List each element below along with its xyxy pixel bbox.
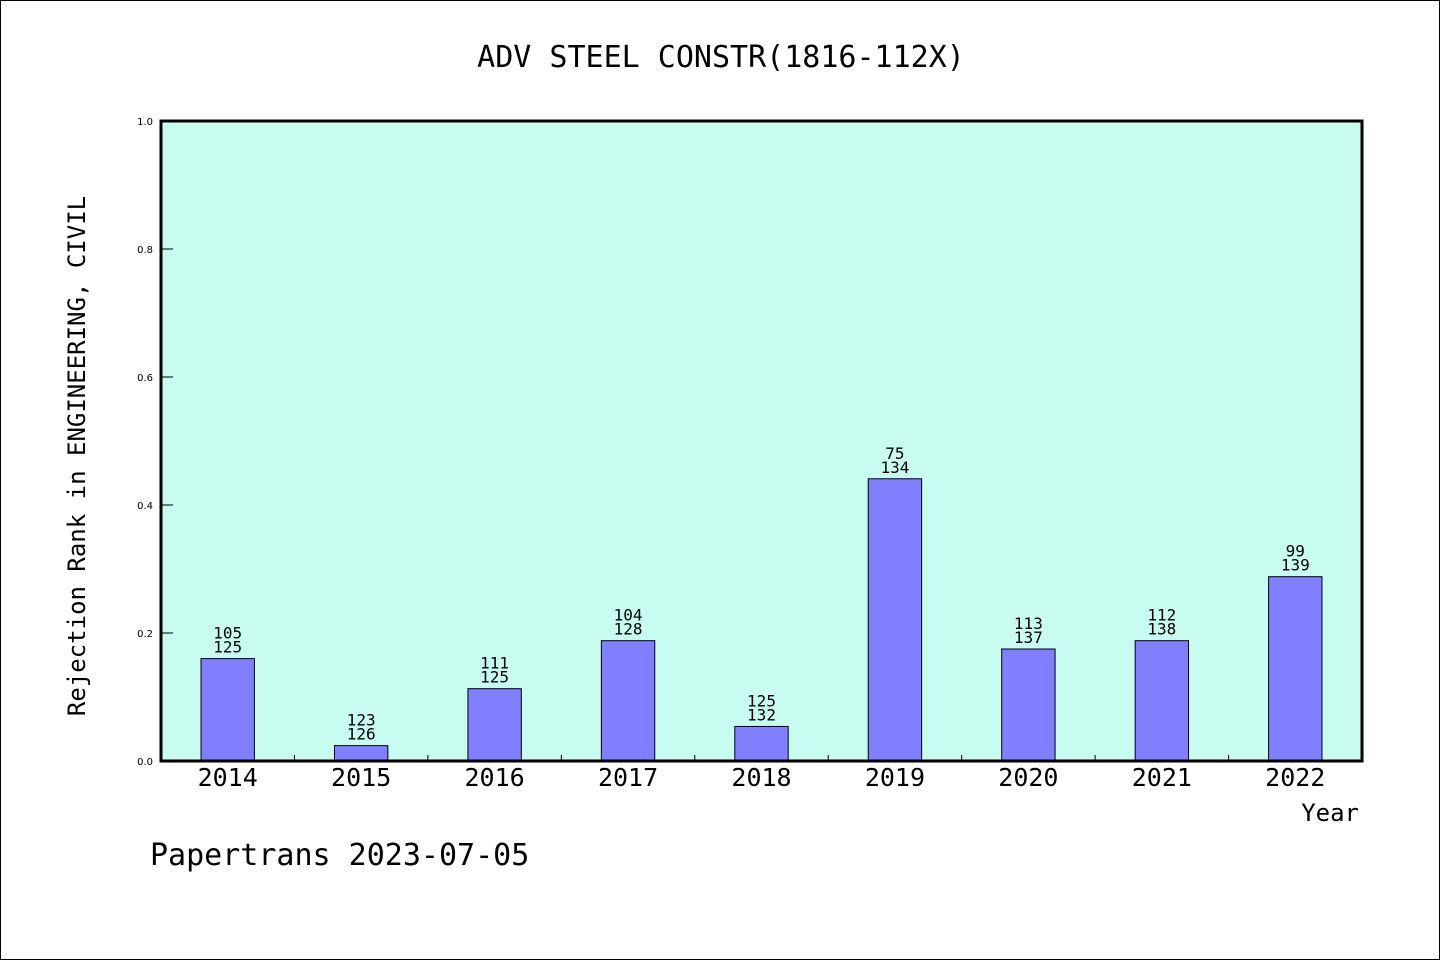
bar-labels: 2014105125201512312620161111252017104128… — [198, 444, 1326, 792]
bar — [1268, 576, 1323, 762]
bar — [867, 478, 923, 762]
data-label-bottom: 126 — [347, 725, 376, 744]
chart-title: ADV STEEL CONSTR(1816-112X) — [477, 40, 965, 75]
data-label-bottom: 134 — [880, 458, 909, 477]
data-label-top: 105 — [213, 624, 242, 643]
x-tick-label: 2016 — [465, 763, 525, 792]
x-tick-label: 2014 — [198, 763, 258, 792]
bar — [333, 745, 389, 762]
x-tick-label: 2015 — [331, 763, 391, 792]
bar — [600, 640, 656, 762]
y-tick-label: 0.2 — [137, 629, 153, 640]
bar — [1001, 648, 1056, 762]
data-label-top: 111 — [480, 654, 509, 673]
data-label-top: 99 — [1286, 542, 1305, 561]
data-label-top: 75 — [885, 444, 904, 463]
data-label-top: 125 — [747, 691, 776, 710]
y-axis-label: Rejection Rank in ENGINEERING, CIVIL — [63, 196, 91, 716]
data-label-bottom: 125 — [480, 668, 509, 687]
data-label-top: 104 — [614, 606, 643, 625]
y-tick-label: 0.8 — [137, 245, 153, 256]
data-label-top: 123 — [347, 711, 376, 730]
x-tick-label: 2022 — [1265, 763, 1325, 792]
x-axis-label: Year — [1301, 799, 1359, 827]
bars — [200, 478, 1323, 762]
footer-credit: Papertrans 2023-07-05 — [150, 838, 529, 873]
bar — [200, 658, 255, 762]
y-tick-label: 1.0 — [137, 117, 153, 128]
data-label-top: 112 — [1147, 606, 1176, 625]
bar — [1134, 640, 1190, 762]
x-tick-label: 2017 — [598, 763, 658, 792]
data-label-bottom: 125 — [213, 638, 242, 657]
data-label-top: 113 — [1014, 614, 1043, 633]
bar — [467, 688, 522, 762]
data-label-bottom: 139 — [1281, 556, 1310, 575]
x-tick-label: 2021 — [1132, 763, 1192, 792]
data-label-bottom: 128 — [614, 620, 643, 639]
y-tick-label: 0.4 — [137, 501, 153, 512]
data-label-bottom: 132 — [747, 705, 776, 724]
data-label-bottom: 137 — [1014, 628, 1043, 647]
y-tick-label: 0.0 — [137, 757, 153, 768]
x-tick-label: 2020 — [998, 763, 1058, 792]
bar — [734, 725, 789, 762]
plot-border — [159, 119, 1364, 763]
x-tick-label: 2019 — [865, 763, 925, 792]
data-label-bottom: 138 — [1147, 620, 1176, 639]
y-tick-label: 0.6 — [137, 373, 153, 384]
x-tick-label: 2018 — [731, 763, 791, 792]
